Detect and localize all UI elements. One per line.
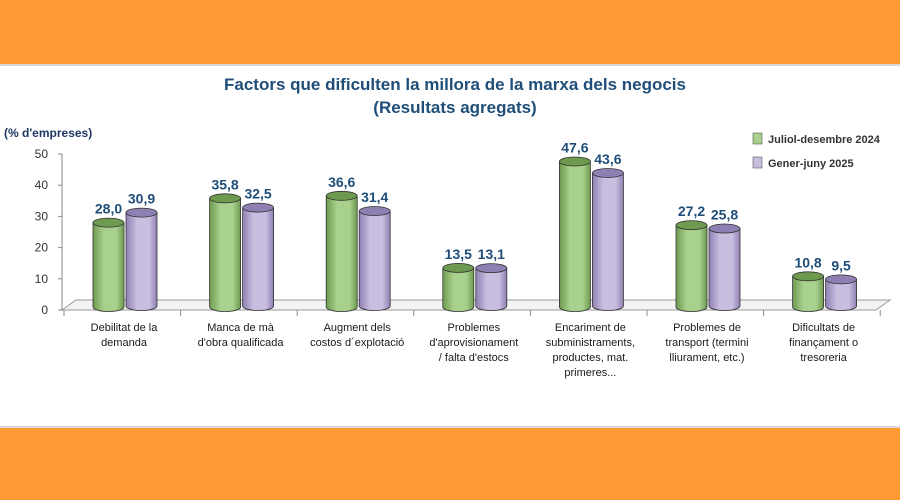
data-label-series2: 9,5: [831, 257, 851, 273]
bar-series2-body: [825, 278, 857, 311]
bar-series1-body: [559, 161, 591, 312]
y-tick-label: 40: [35, 178, 49, 192]
bar-series2-top: [475, 263, 508, 274]
bar-series1: [442, 262, 475, 312]
bar-series2: [592, 168, 624, 311]
category-label: Manca de mà d'obra qualificada: [198, 322, 285, 349]
bar-series2-body: [125, 212, 158, 311]
bar-series2-top: [242, 202, 275, 213]
bar-series1: [559, 156, 591, 312]
bar-series1-body: [92, 222, 125, 312]
bar-series1-body: [442, 267, 475, 312]
top-divider: [0, 64, 900, 66]
y-tick-label: 10: [35, 272, 49, 286]
bar-series1-body: [675, 224, 708, 312]
bar-series2: [475, 263, 508, 311]
bar-series1: [792, 271, 824, 312]
category-label: Dificultats de finançament o tresoreria: [789, 322, 858, 364]
chart-subtitle: (Resultats agregats): [373, 98, 536, 117]
y-tick-label: 30: [35, 209, 49, 223]
bar-series2-top: [125, 207, 158, 218]
y-axis-label: (% d'empreses): [4, 126, 92, 140]
category-label: Encariment de subministraments, productes,…: [546, 322, 635, 379]
bar-series1-top: [442, 262, 475, 273]
bar-series2: [708, 223, 741, 311]
category-label: Debilitat de la demanda: [91, 322, 159, 349]
bar-series1: [675, 220, 708, 312]
data-label-series2: 43,6: [594, 151, 621, 167]
bar-series1-top: [92, 217, 125, 228]
bottom-divider: [0, 426, 900, 428]
bar-series1-body: [325, 195, 358, 312]
bar-series2-top: [708, 223, 741, 234]
category-label: Augment dels costos d´explotació: [310, 322, 404, 349]
bar-series2: [358, 206, 391, 311]
legend: Juliol-desembre 2024 Gener-juny 2025: [752, 132, 881, 170]
y-tick-label: 50: [35, 147, 49, 161]
bar-series2-body: [358, 210, 391, 311]
data-label-series2: 25,8: [711, 207, 738, 223]
bar-series2-top: [825, 274, 857, 285]
category-label: Problemes d'aprovisionament / falta d'esto…: [429, 322, 518, 364]
data-label-series1: 13,5: [445, 246, 472, 262]
bar-series1-top: [559, 156, 591, 167]
bar-series2: [825, 274, 857, 311]
data-label-series2: 32,5: [244, 186, 271, 202]
bar-series2: [242, 202, 275, 311]
bar-series2-top: [358, 206, 391, 216]
category-label: Problemes de transport (termini lliurament…: [665, 322, 748, 364]
bar-series2-body: [475, 267, 508, 311]
y-tick-label: 0: [41, 303, 48, 317]
bar-series1-top: [209, 193, 242, 204]
chart-title: Factors que dificulten la millora de la …: [224, 75, 686, 94]
top-orange-band: [0, 0, 900, 64]
category-labels: Debilitat de la demanda Manca de mà d'obra …: [91, 322, 858, 379]
bar-series1: [325, 190, 358, 312]
y-tick-label: 20: [35, 241, 49, 255]
data-label-series1: 35,8: [211, 176, 238, 192]
bar-series2-body: [708, 228, 741, 311]
legend-label-series2: Gener-juny 2025: [768, 158, 854, 170]
bar-series2: [125, 207, 158, 311]
bar-series1: [92, 217, 125, 312]
bar-series2-body: [592, 172, 624, 311]
data-label-series1: 10,8: [794, 254, 821, 270]
bar-series2-top: [592, 168, 624, 178]
data-label-series2: 30,9: [128, 191, 155, 207]
bar-series1-top: [325, 190, 358, 201]
data-label-series1: 36,6: [328, 174, 355, 190]
data-label-series2: 31,4: [361, 189, 388, 205]
bars: 28,0 30,9 35,8 32,5 36,6 31,4 13,5 13,1 47,6 43,6…: [92, 139, 857, 312]
bar-series2-body: [242, 207, 274, 311]
bar-series1-body: [209, 197, 241, 312]
data-label-series2: 13,1: [478, 246, 505, 262]
bar-chart: Factors que dificulten la millora de la …: [4, 75, 892, 379]
legend-swatch-series2: [752, 156, 763, 169]
data-label-series1: 28,0: [95, 201, 122, 217]
bottom-orange-band: [0, 428, 900, 500]
data-label-series1: 47,6: [561, 139, 588, 155]
bar-series1-top: [792, 271, 824, 282]
bar-series1-top: [675, 220, 708, 231]
data-label-series1: 27,2: [678, 203, 705, 219]
bar-series1: [209, 193, 242, 312]
legend-label-series1: Juliol-desembre 2024: [768, 134, 881, 146]
legend-swatch-series1: [752, 132, 763, 145]
bar-series1-body: [792, 275, 824, 312]
